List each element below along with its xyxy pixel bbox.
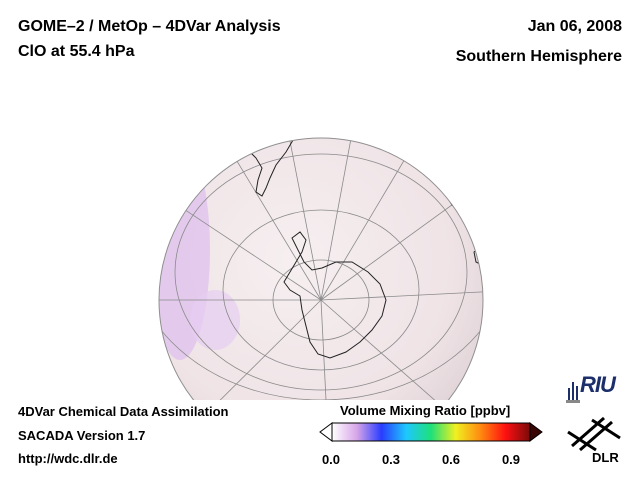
footer-line1: 4DVar Chemical Data Assimilation [18,404,229,419]
colorbar-tick-1: 0.3 [381,452,401,467]
date-label: Jan 06, 2008 [527,18,622,35]
colorbar [319,422,543,442]
region-label: Southern Hemisphere [455,48,622,65]
riu-logo-icon [566,382,580,403]
title-line2: ClO at 55.4 hPa [18,43,135,60]
colorbar-tick-3: 0.9 [501,452,521,467]
dlr-logo-text: DLR [592,450,619,465]
globe-map [158,137,484,400]
colorbar-low-arrow [319,422,333,442]
colorbar-gradient [331,422,531,442]
footer-line2: SACADA Version 1.7 [18,428,146,443]
title-line1: GOME–2 / MetOp – 4DVar Analysis [18,18,281,35]
dlr-logo-icon [567,416,621,452]
colorbar-high-arrow [529,422,543,442]
globe-border [158,137,484,400]
colorbar-tick-2: 0.6 [441,452,461,467]
colorbar-title: Volume Mixing Ratio [ppbv] [340,403,511,418]
antarctica-outline [283,231,387,359]
clo-anomaly-southwest [190,290,240,350]
footer-url: http://wdc.dlr.de [18,451,118,466]
colorbar-tick-0: 0.0 [321,452,341,467]
riu-logo: RIU [580,372,616,397]
